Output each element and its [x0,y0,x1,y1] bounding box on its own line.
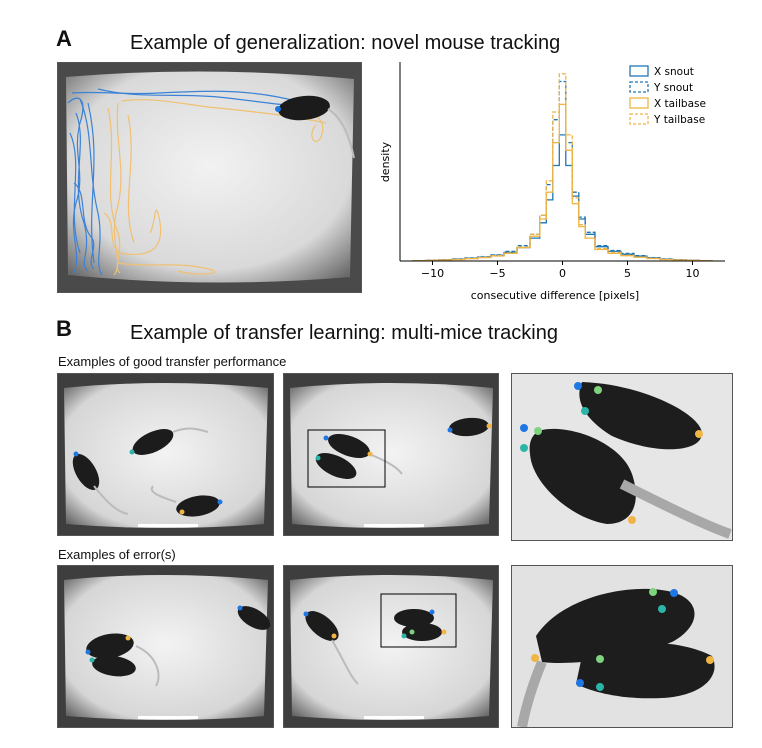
zoom-box [307,429,386,488]
legend-label: Y tailbase [653,114,705,126]
error-image-2 [283,565,499,728]
consecutive-difference-histogram: −10 −5 0 5 10 consecutive difference [pixels… [379,62,725,302]
x-tick-label: 5 [624,267,631,280]
legend-label: X snout [654,66,694,78]
legend-label: Y snout [653,82,693,94]
legend-swatch [629,81,649,93]
legend-swatch [629,65,649,77]
legend-label: X tailbase [654,98,706,110]
snout-trajectory [67,88,304,276]
tracking-arena-image [57,62,362,293]
legend-swatch [629,97,649,109]
zoom-box [380,593,457,648]
mouse-group [72,427,223,517]
x-axis-label: consecutive difference [pixels] [471,289,639,302]
x-tick-label: 0 [559,267,566,280]
x-tick-label: −10 [421,267,444,280]
good-transfer-zoom-image [511,373,733,541]
series-x-snout [412,134,713,262]
error-zoom-image [511,565,733,728]
x-ticks: −10 −5 0 5 10 [421,261,700,280]
panel-b-letter: B [56,316,72,341]
panel-a-title: Example of generalization: novel mouse t… [130,32,561,54]
error-image-1 [57,565,274,728]
histogram-plot-area [412,73,713,262]
tracking-arena-svg [58,63,361,292]
good-transfer-image-1 [57,373,274,536]
good-transfer-caption: Examples of good transfer performance [58,354,287,369]
legend-swatch [629,113,649,125]
y-axis-label: density [379,141,392,182]
error-caption: Examples of error(s) [58,547,176,562]
histogram-legend: X snout Y snout X tailbase Y tailbase [629,65,706,126]
series-y-tailbase [412,73,713,262]
x-tick-label: −5 [489,267,505,280]
panel-a-letter: A [56,26,72,51]
panel-b-title: Example of transfer learning: multi-mice… [130,322,558,344]
tracked-mouse [275,95,355,159]
series-x-tailbase [412,103,713,262]
good-transfer-image-2 [283,373,499,536]
x-tick-label: 10 [686,267,700,280]
